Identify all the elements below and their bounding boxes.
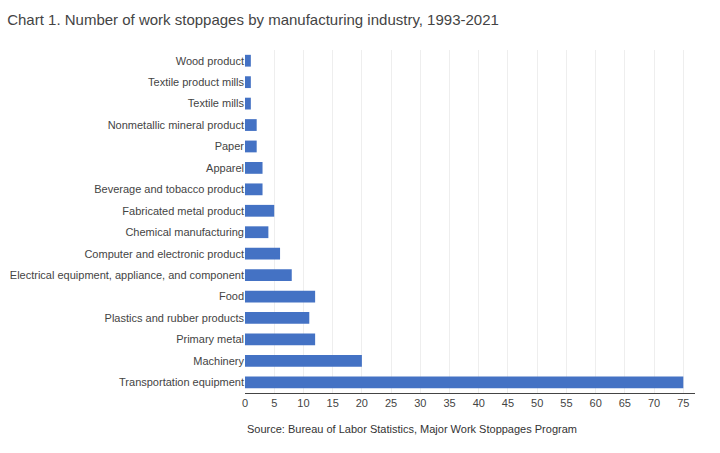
svg-text:60: 60 [590,397,602,409]
svg-text:Plastics and rubber products: Plastics and rubber products [105,312,245,324]
svg-text:Paper: Paper [215,140,245,152]
svg-text:50: 50 [531,397,543,409]
svg-text:Textile mills: Textile mills [188,97,245,109]
svg-text:Chart 1. Number of work stoppa: Chart 1. Number of work stoppages by man… [7,11,499,28]
svg-text:10: 10 [297,397,309,409]
svg-text:75: 75 [677,397,689,409]
svg-text:Beverage and tobacco product: Beverage and tobacco product [94,183,244,195]
svg-text:0: 0 [242,397,248,409]
svg-text:Chemical manufacturing: Chemical manufacturing [125,226,244,238]
svg-text:55: 55 [560,397,572,409]
svg-text:Apparel: Apparel [206,162,244,174]
svg-text:40: 40 [473,397,485,409]
svg-text:Primary metal: Primary metal [176,333,244,345]
svg-text:65: 65 [619,397,631,409]
svg-text:Machinery: Machinery [193,355,244,367]
svg-text:30: 30 [414,397,426,409]
svg-text:Computer and electronic produc: Computer and electronic product [84,248,244,260]
svg-text:Wood product: Wood product [176,55,244,67]
svg-text:Food: Food [219,290,244,302]
svg-text:35: 35 [443,397,455,409]
svg-text:45: 45 [502,397,514,409]
svg-text:15: 15 [327,397,339,409]
svg-text:5: 5 [271,397,277,409]
svg-text:Electrical equipment, applianc: Electrical equipment, appliance, and com… [10,269,244,281]
svg-text:Source: Bureau of Labor Statis: Source: Bureau of Labor Statistics, Majo… [247,423,577,435]
svg-text:Textile product mills: Textile product mills [148,76,244,88]
svg-text:Fabricated metal product: Fabricated metal product [122,205,244,217]
svg-text:70: 70 [648,397,660,409]
svg-text:25: 25 [385,397,397,409]
svg-text:Transportation equipment: Transportation equipment [119,376,244,388]
svg-text:Nonmetallic mineral product: Nonmetallic mineral product [108,119,244,131]
svg-text:20: 20 [356,397,368,409]
